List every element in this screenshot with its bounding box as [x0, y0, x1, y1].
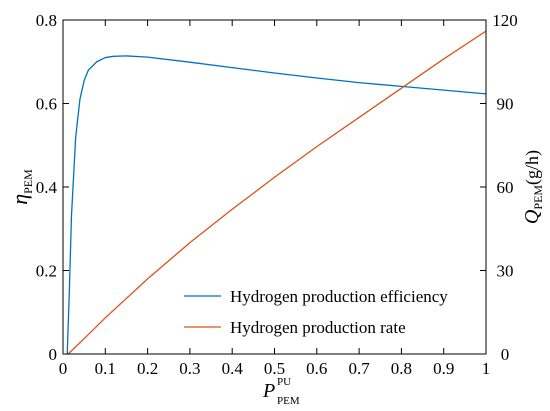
x-tick-label: 0.4 [222, 359, 244, 378]
y-right-tick-label: 120 [492, 11, 518, 30]
legend-label-efficiency: Hydrogen production efficiency [230, 287, 448, 306]
y-left-tick-label: 0 [49, 345, 58, 364]
y-left-label-main: η [7, 194, 32, 205]
y-right-label-main: Q [521, 209, 543, 224]
x-tick-label: 0.7 [348, 359, 370, 378]
y-left-axis-label: ηPEM [7, 169, 35, 205]
x-tick-label: 0.6 [306, 359, 327, 378]
x-axis-label: P PU PEM [262, 376, 300, 407]
y-right-tick-label: 30 [497, 262, 514, 281]
y-left-tick-label: 0.2 [36, 262, 57, 281]
series-line-efficiency [66, 55, 487, 355]
y-right-tick-label: 60 [497, 178, 514, 197]
x-tick-label: 0.8 [391, 359, 412, 378]
x-tick-label: 0.5 [264, 359, 285, 378]
y-right-label-unit: (g/h) [522, 150, 543, 185]
y-right-tick-label: 90 [497, 95, 514, 114]
y-right-axis-label: QPEM(g/h) [521, 150, 545, 224]
x-tick-label: 0.3 [179, 359, 200, 378]
y-left-tick-label: 0.8 [36, 11, 57, 30]
x-label-sup: PU [277, 376, 291, 388]
legend: Hydrogen production efficiency Hydrogen … [184, 287, 448, 337]
y-right-tick-label: 0 [501, 345, 510, 364]
x-tick-label: 0.9 [433, 359, 454, 378]
x-label-main: P [262, 380, 275, 402]
y-left-label-sub: PEM [21, 169, 35, 194]
x-tick-label: 0.1 [95, 359, 116, 378]
x-tick-label: 1 [482, 359, 491, 378]
series-line-rate [67, 30, 487, 355]
x-label-sub: PEM [277, 395, 300, 407]
plot-frame [62, 19, 487, 355]
x-tick-label: 0 [59, 359, 68, 378]
y-left-tick-label: 0.4 [36, 178, 58, 197]
series-layer [66, 30, 487, 355]
y-left-tick-label: 0.6 [36, 95, 57, 114]
x-tick-label: 0.2 [137, 359, 158, 378]
y-right-label-sub: PEM [531, 185, 545, 210]
legend-label-rate: Hydrogen production rate [230, 318, 406, 337]
tick-layer: 0 0.1 0.2 0.3 0.4 0.5 0.6 0.7 0.8 0.9 100.20.40.60… [36, 11, 518, 378]
